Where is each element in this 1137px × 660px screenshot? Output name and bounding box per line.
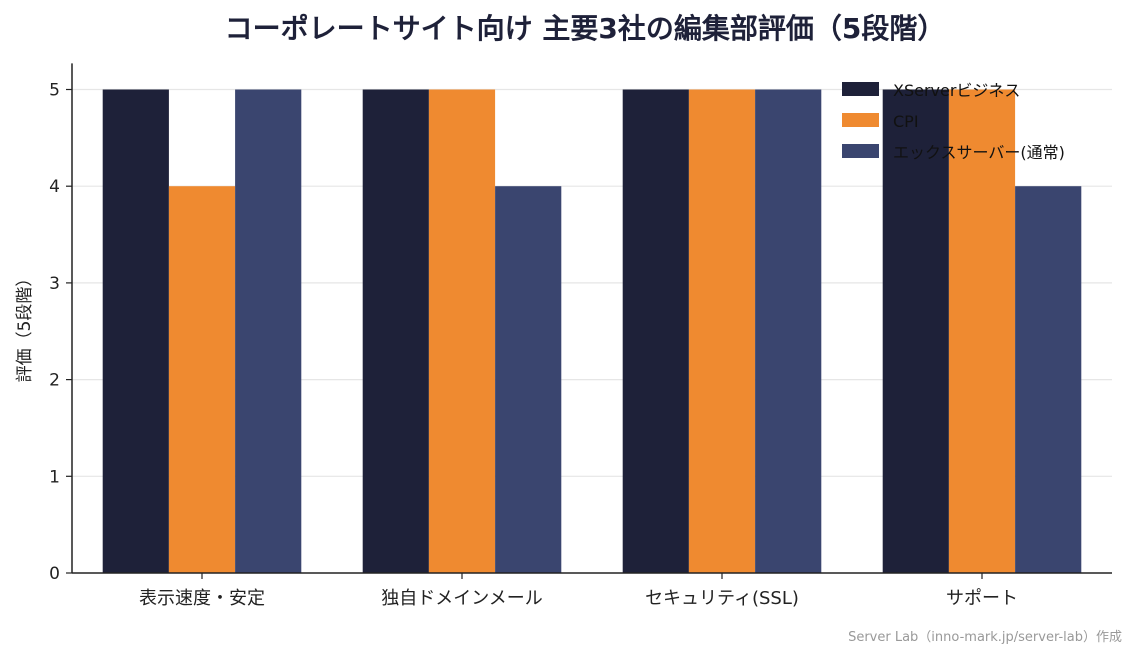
x-tick-label: 表示速度・安定 [139, 588, 265, 609]
x-tick-label: セキュリティ(SSL) [645, 588, 799, 609]
chart-title: コーポレートサイト向け 主要3社の編集部評価（5段階） [225, 12, 946, 45]
y-tick-label: 2 [49, 371, 60, 391]
x-ticks: 表示速度・安定 独自ドメインメール セキュリティ(SSL) サポート [139, 573, 1018, 609]
x-tick-label: 独自ドメインメール [381, 588, 542, 609]
y-tick-label: 3 [49, 274, 60, 294]
bar [428, 89, 496, 573]
bar [102, 89, 169, 573]
y-axis-label: 評価（5段階） [15, 270, 35, 383]
legend-label: XServerビジネス [893, 81, 1020, 100]
y-tick-label: 0 [49, 564, 60, 584]
credit-text: Server Lab（inno-mark.jp/server-lab）作成 [848, 630, 1122, 645]
bar [235, 89, 302, 573]
y-ticks: 0 1 2 3 4 5 [49, 81, 72, 584]
bar [948, 89, 1016, 573]
bar [495, 186, 562, 573]
bar [755, 89, 822, 573]
y-tick-label: 5 [49, 81, 60, 101]
bar [688, 89, 756, 573]
bar [168, 186, 236, 573]
y-tick-label: 1 [49, 467, 60, 487]
legend-swatch [842, 113, 879, 127]
bar [882, 89, 949, 573]
x-tick-label: サポート [946, 588, 1018, 609]
bar [1015, 186, 1082, 573]
bar [362, 89, 429, 573]
legend-swatch [842, 82, 879, 96]
bar [622, 89, 689, 573]
legend-label: CPI [893, 112, 919, 131]
bars [102, 89, 1082, 573]
legend: XServerビジネス CPI エックスサーバー(通常) [842, 81, 1065, 162]
axes [71, 63, 1112, 574]
y-tick-label: 4 [49, 177, 60, 197]
legend-label: エックスサーバー(通常) [893, 143, 1065, 162]
legend-swatch [842, 144, 879, 158]
